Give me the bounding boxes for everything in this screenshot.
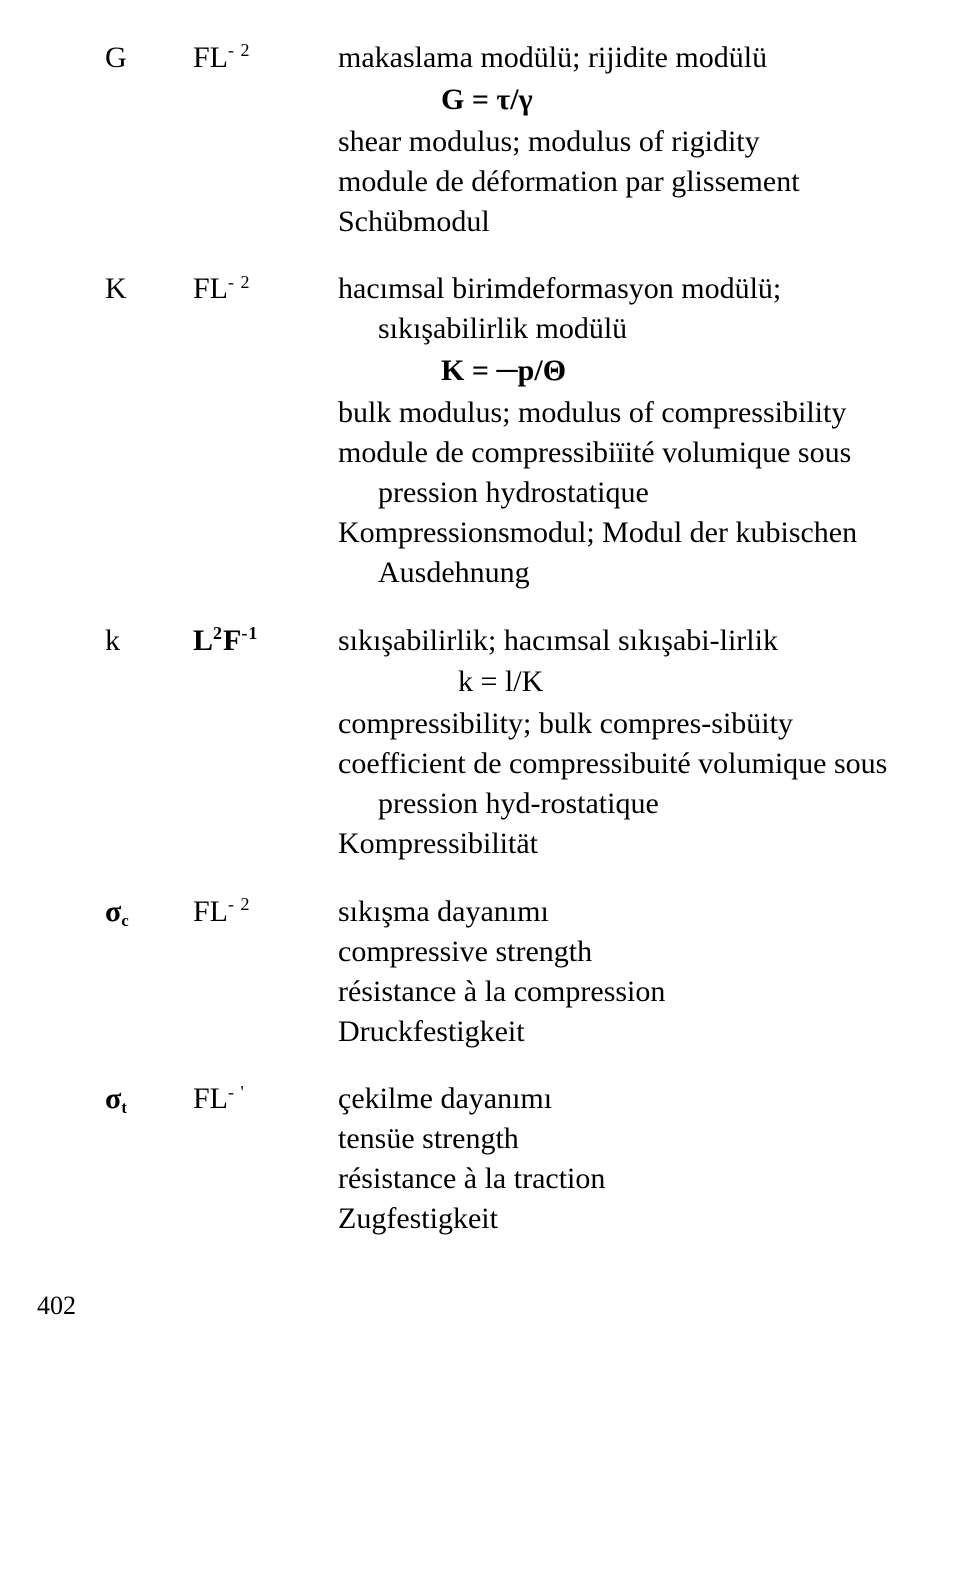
definitions: makaslama modülü; rijidite modülü G = τ/…: [338, 38, 900, 241]
definitions: sıkışma dayanımı compressive strength ré…: [338, 892, 900, 1052]
def-tr: sıkışabilirlik; hacımsal sıkışabi-lirlik: [338, 621, 900, 661]
entry-G: G FL- 2 makaslama modülü; rijidite modül…: [105, 38, 900, 241]
def-fr: résistance à la traction: [338, 1159, 900, 1199]
dimension: L2F-1: [193, 621, 338, 660]
def-de: Kompressionsmodul; Modul der kubischen A…: [338, 513, 900, 593]
dimension: FL- 2: [193, 38, 338, 77]
def-en: shear modulus; modulus of rigidity: [338, 122, 900, 162]
def-en: compressibility; bulk compres-sibüity: [338, 704, 900, 744]
formula: K = ─p/Θ: [338, 351, 900, 391]
def-fr: module de déformation par glissement: [338, 162, 900, 202]
def-tr: makaslama modülü; rijidite modülü: [338, 38, 900, 78]
def-tr: çekilme dayanımı: [338, 1079, 900, 1119]
def-en: bulk modulus; modulus of compressibility: [338, 393, 900, 433]
def-de: Kompressibilität: [338, 824, 900, 864]
def-de: Zugfestigkeit: [338, 1199, 900, 1239]
page-number: 402: [37, 1291, 900, 1321]
symbol: k: [105, 621, 193, 660]
symbol: σc: [105, 892, 193, 931]
def-de: Druckfestigkeit: [338, 1012, 900, 1052]
symbol: σt: [105, 1079, 193, 1118]
formula: G = τ/γ: [338, 80, 900, 120]
def-de: Schübmodul: [338, 202, 900, 242]
def-tr: sıkışma dayanımı: [338, 892, 900, 932]
entry-sigma-c: σc FL- 2 sıkışma dayanımı compressive st…: [105, 892, 900, 1052]
definitions: sıkışabilirlik; hacımsal sıkışabi-lirlik…: [338, 621, 900, 864]
symbol: G: [105, 38, 193, 77]
symbol: K: [105, 269, 193, 308]
def-en: tensüe strength: [338, 1119, 900, 1159]
page-content: G FL- 2 makaslama modülü; rijidite modül…: [0, 0, 960, 1351]
entry-sigma-t: σt FL- ' çekilme dayanımı tensüe strengt…: [105, 1079, 900, 1239]
def-fr: module de compressibiïité volumique sous…: [338, 433, 900, 513]
def-fr: résistance à la compression: [338, 972, 900, 1012]
def-fr: coefficient de compressibuité volumique …: [338, 744, 900, 824]
dimension: FL- 2: [193, 892, 338, 931]
def-en: compressive strength: [338, 932, 900, 972]
formula: k = l/K: [338, 662, 900, 702]
dimension: FL- ': [193, 1079, 338, 1118]
def-tr: hacımsal birimdeformasyon modülü; sıkışa…: [338, 269, 900, 349]
definitions: çekilme dayanımı tensüe strength résista…: [338, 1079, 900, 1239]
entry-K: K FL- 2 hacımsal birimdeformasyon modülü…: [105, 269, 900, 592]
definitions: hacımsal birimdeformasyon modülü; sıkışa…: [338, 269, 900, 592]
dimension: FL- 2: [193, 269, 338, 308]
entry-k: k L2F-1 sıkışabilirlik; hacımsal sıkışab…: [105, 621, 900, 864]
